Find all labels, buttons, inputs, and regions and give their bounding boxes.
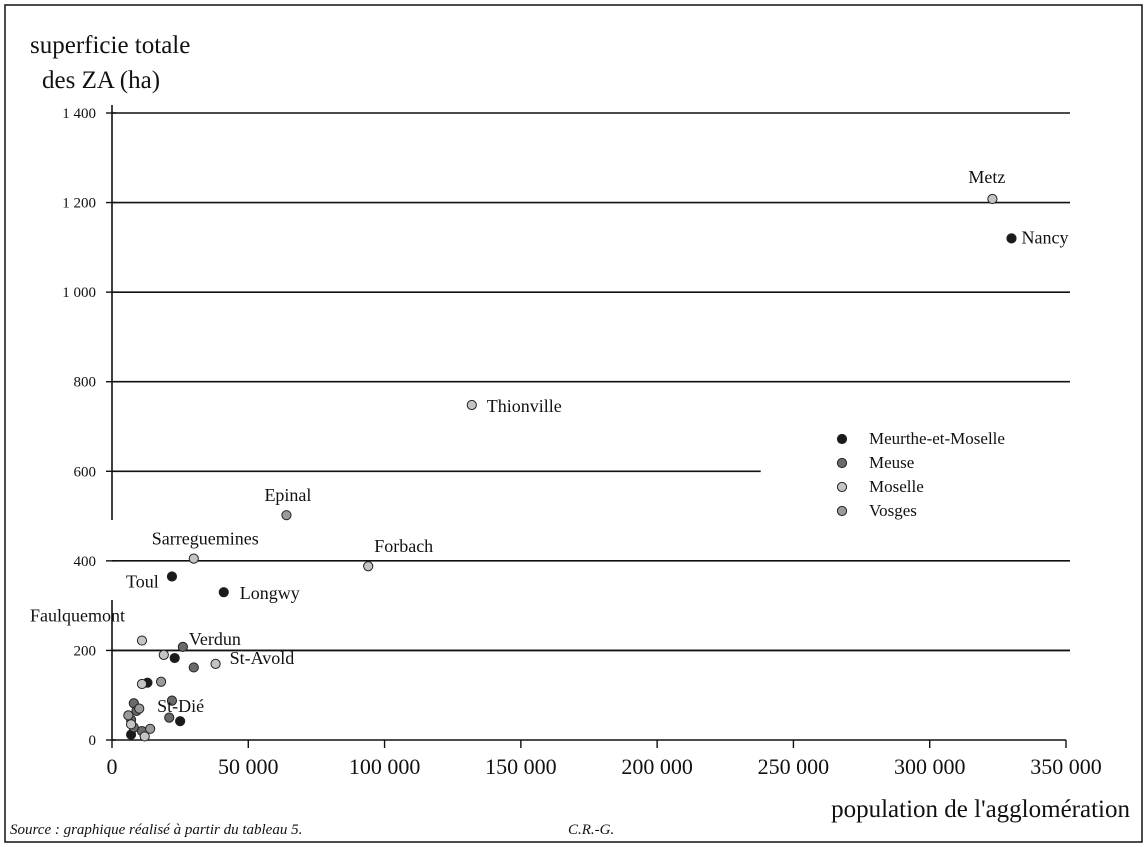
legend: Meurthe-et-Moselle Meuse Moselle Vosges [836,429,1005,520]
point-label-thionville: Thionville [487,396,562,416]
point-label-nancy: Nancy [1021,227,1068,247]
x-tick-label-0: 0 [107,754,118,779]
point-meurthe-et-moselle-0 [1006,233,1017,244]
legend-label-3: Vosges [869,501,917,520]
point-moselle-4 [136,635,148,646]
point-meurthe-et-moselle-1 [166,571,178,582]
x-tick-label-1: 50 000 [218,754,279,779]
credit: C.R.-G. [568,822,614,838]
point-meuse-0 [177,641,188,652]
point-label-longwy: Longwy [240,583,300,603]
legend-marker-0 [836,433,848,445]
y-tick-label-4: 800 [74,375,97,391]
x-axis-label: population de l'agglomération [831,796,1130,823]
point-moselle-7 [136,678,148,690]
legend-marker-2 [836,481,848,493]
point-meuse-1 [188,662,199,673]
point-label-faulquemont: Faulquemont [30,606,125,626]
y-tick-label-1: 200 [74,643,97,659]
y-tick-label-6: 1 200 [62,196,96,212]
point-label-forbach: Forbach [374,536,433,556]
x-tick-label-4: 200 000 [621,754,693,779]
legend-label-1: Meuse [869,453,914,472]
x-tick-label-2: 100 000 [349,754,421,779]
point-label-toul: Toul [126,572,159,592]
point-moselle-6 [158,649,169,661]
point-meurthe-et-moselle-2 [218,587,229,598]
point-moselle-5 [210,658,221,669]
legend-label-2: Moselle [869,477,924,496]
y-axis-label-line1: superficie totale [30,32,190,59]
x-tick-label-6: 300 000 [894,754,966,779]
point-moselle-3 [363,561,374,572]
point-vosges-0 [281,510,292,521]
point-meurthe-et-moselle-3 [169,652,180,664]
x-tick-label-7: 350 000 [1030,754,1102,779]
y-tick-label-0: 0 [89,733,97,749]
legend-marker-1 [836,457,848,469]
point-moselle-1 [466,399,477,411]
tick-labels: 0 200 400 600 800 1 000 1 200 1 400 0 50 000 100 0… [62,106,1102,779]
legend-label-0: Meurthe-et-Moselle [869,429,1005,448]
point-label-st-avold: St-Avold [230,648,295,668]
y-tick-label-2: 400 [74,554,97,570]
point-meuse-3 [164,712,175,723]
source-note: Source : graphique réalisé à partir du t… [10,822,302,838]
x-tick-label-5: 250 000 [758,754,830,779]
legend-marker-3 [836,505,848,517]
point-label-sarreguemines: Sarreguemines [152,529,259,549]
y-axis-label-line2: des ZA (ha) [42,67,160,94]
point-label-epinal: Epinal [264,485,311,505]
y-tick-label-5: 1 000 [62,285,96,301]
point-vosges-2 [145,723,156,734]
y-tick-label-3: 600 [74,464,97,480]
gridlines [112,112,1070,652]
point-moselle-0 [987,193,998,205]
data-points [123,193,1017,742]
chart-frame [4,4,1143,843]
point-vosges-1 [155,676,167,687]
point-meurthe-et-moselle-5 [175,716,186,727]
y-tick-label-7: 1 400 [62,106,96,122]
point-moselle-8 [125,719,137,730]
point-moselle-2 [188,553,199,564]
point-vosges-4 [123,710,134,721]
axes [106,105,1067,748]
point-meuse-2 [166,695,178,706]
point-label-verdun: Verdun [189,629,241,649]
point-label-st-di-: St-Dié [157,696,204,716]
point-moselle-9 [139,731,150,742]
point-label-metz: Metz [968,167,1005,187]
point-vosges-3 [134,703,145,714]
x-tick-label-3: 150 000 [485,754,557,779]
point-labels: Nancy Toul Longwy Verdun Metz Thionville Sarre… [30,167,1068,716]
